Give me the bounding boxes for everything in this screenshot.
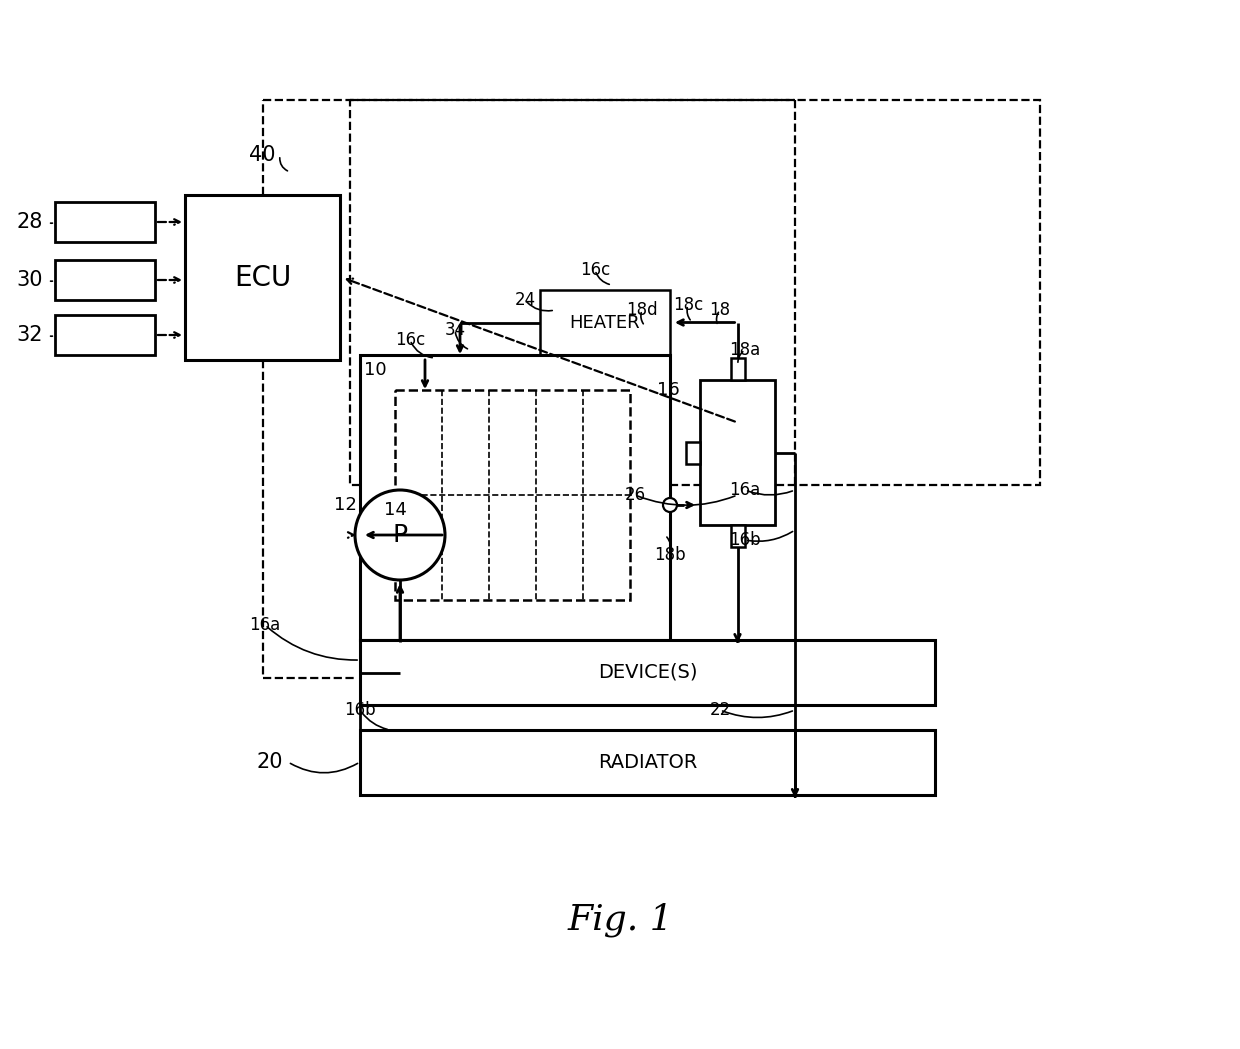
Text: 16a: 16a <box>249 616 280 634</box>
Text: RADIATOR: RADIATOR <box>598 753 697 772</box>
Text: 10: 10 <box>363 361 387 379</box>
Text: P: P <box>392 523 408 547</box>
Text: 18b: 18b <box>655 545 686 564</box>
Text: 20: 20 <box>257 752 283 772</box>
Text: 34: 34 <box>444 321 465 339</box>
Bar <box>686 442 701 464</box>
Text: 16b: 16b <box>345 701 376 719</box>
Text: 40: 40 <box>249 145 275 165</box>
Text: 22: 22 <box>709 701 730 719</box>
Text: 32: 32 <box>17 325 43 345</box>
Bar <box>730 524 744 547</box>
Text: 16c: 16c <box>394 331 425 349</box>
Text: ECU: ECU <box>234 263 291 292</box>
Text: DEVICE(S): DEVICE(S) <box>598 663 697 682</box>
Bar <box>360 355 670 640</box>
Bar <box>539 290 670 355</box>
Circle shape <box>355 490 445 580</box>
Bar <box>396 390 630 600</box>
Text: 18a: 18a <box>729 341 760 359</box>
Circle shape <box>663 498 677 512</box>
Text: 18: 18 <box>709 301 730 319</box>
Bar <box>360 640 935 705</box>
Text: Fig. 1: Fig. 1 <box>567 903 673 937</box>
Text: HEATER: HEATER <box>569 314 640 331</box>
Text: 26: 26 <box>625 486 646 504</box>
Text: 16b: 16b <box>729 531 761 549</box>
Bar <box>55 315 155 355</box>
Text: 18d: 18d <box>626 301 657 319</box>
Text: 16a: 16a <box>729 481 760 499</box>
Text: 30: 30 <box>17 270 43 290</box>
Text: 12: 12 <box>334 496 356 514</box>
Text: 14: 14 <box>383 501 407 519</box>
Bar <box>350 100 1040 485</box>
Text: 18c: 18c <box>673 296 703 314</box>
Text: 16: 16 <box>657 381 680 399</box>
Bar <box>730 358 744 380</box>
Text: 16c: 16c <box>580 261 610 279</box>
Bar <box>360 730 935 795</box>
Text: 28: 28 <box>17 212 43 232</box>
Text: 24: 24 <box>515 291 536 309</box>
Bar <box>55 260 155 300</box>
Bar <box>701 380 775 524</box>
Bar <box>55 202 155 242</box>
Bar <box>185 195 340 360</box>
